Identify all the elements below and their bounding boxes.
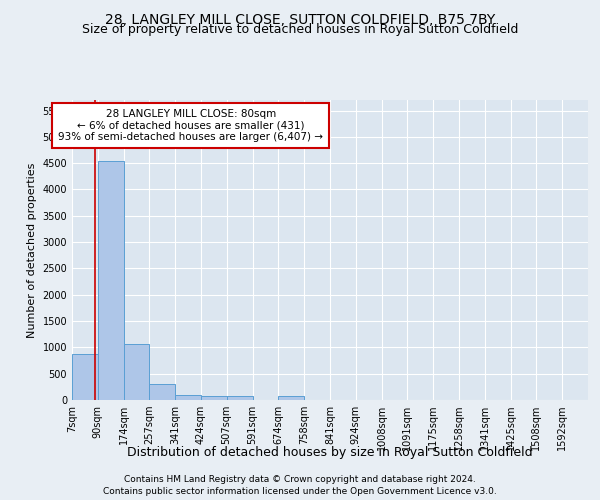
Text: Size of property relative to detached houses in Royal Sutton Coldfield: Size of property relative to detached ho…: [82, 24, 518, 36]
Y-axis label: Number of detached properties: Number of detached properties: [27, 162, 37, 338]
Bar: [227, 396, 253, 400]
Bar: [278, 396, 304, 400]
Bar: [201, 396, 227, 400]
Text: 28 LANGLEY MILL CLOSE: 80sqm
← 6% of detached houses are smaller (431)
93% of se: 28 LANGLEY MILL CLOSE: 80sqm ← 6% of det…: [58, 109, 323, 142]
Bar: [175, 394, 201, 400]
Bar: [124, 344, 149, 400]
Bar: [98, 160, 124, 400]
Bar: [149, 384, 175, 400]
Text: Contains HM Land Registry data © Crown copyright and database right 2024.: Contains HM Land Registry data © Crown c…: [124, 476, 476, 484]
Text: Distribution of detached houses by size in Royal Sutton Coldfield: Distribution of detached houses by size …: [127, 446, 533, 459]
Text: 28, LANGLEY MILL CLOSE, SUTTON COLDFIELD, B75 7BY: 28, LANGLEY MILL CLOSE, SUTTON COLDFIELD…: [105, 12, 495, 26]
Text: Contains public sector information licensed under the Open Government Licence v3: Contains public sector information licen…: [103, 486, 497, 496]
Bar: [72, 354, 98, 400]
